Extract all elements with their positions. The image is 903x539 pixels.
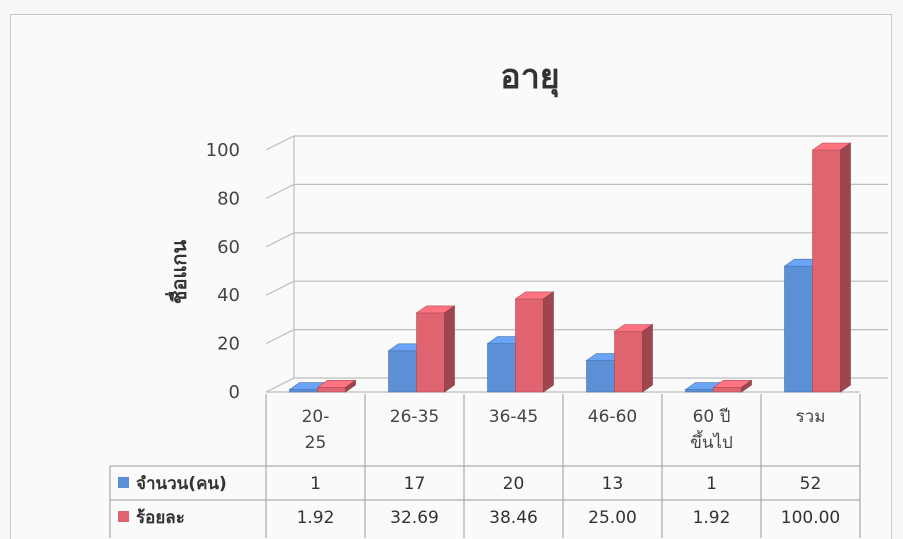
- gridline: [265, 232, 888, 248]
- data-label: 20: [503, 474, 525, 494]
- chart-frame: [10, 14, 892, 539]
- x-tick-label: 26-35: [390, 407, 439, 427]
- bar-percent: [712, 379, 753, 393]
- bar-percent: [415, 305, 456, 393]
- data-label: 1: [706, 474, 717, 494]
- data-label: 32.69: [390, 508, 439, 528]
- x-tick-label: ขึ้นไป: [690, 430, 733, 453]
- bars: [288, 142, 852, 393]
- y-tick-label: 60: [217, 237, 240, 258]
- data-label: 100.00: [781, 508, 840, 528]
- gridline: [265, 135, 888, 151]
- legend-swatch: [118, 511, 129, 522]
- y-tick-label: 100: [206, 140, 240, 161]
- x-tick-label: 20-: [302, 407, 330, 427]
- x-tick-label: 60 ปี: [693, 407, 731, 427]
- data-label: 13: [602, 474, 624, 494]
- legend-entry: ร้อยละ: [136, 508, 185, 528]
- x-tick-label: รวม: [796, 407, 826, 427]
- bar-percent: [316, 379, 357, 393]
- data-label: 1.92: [297, 508, 335, 528]
- data-label: 1.92: [693, 508, 731, 528]
- data-label: 38.46: [489, 508, 538, 528]
- bar-percent: [514, 291, 555, 393]
- data-label: 52: [800, 474, 822, 494]
- chart-title: อายุ: [500, 57, 559, 98]
- legend-entry: จำนวน(คน): [136, 474, 227, 494]
- x-tick-label: 46-60: [588, 407, 637, 427]
- data-label: 17: [404, 474, 426, 494]
- y-tick-label: 40: [217, 285, 240, 306]
- bar-percent: [811, 142, 852, 393]
- gridline: [265, 183, 888, 199]
- y-tick-label: 80: [217, 188, 240, 209]
- bar-percent: [613, 323, 654, 393]
- data-table: 20- 25 26-35 36-45 46-60 60 ปีขึ้นไป รวมจำนวน(…: [109, 394, 861, 538]
- legend-swatch: [118, 477, 129, 488]
- data-label: 1: [310, 474, 321, 494]
- x-tick-label: 36-45: [489, 407, 538, 427]
- y-axis-label: ชื่อแกน: [164, 240, 191, 305]
- y-tick-label: 0: [229, 382, 240, 403]
- x-tick-label: 25: [305, 433, 327, 453]
- data-label: 25.00: [588, 508, 637, 528]
- y-tick-label: 20: [217, 334, 240, 355]
